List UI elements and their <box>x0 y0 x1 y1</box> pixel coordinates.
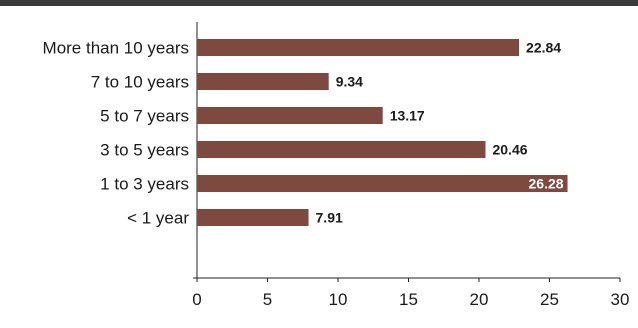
value-label: 20.46 <box>492 142 527 158</box>
x-tick-label: 25 <box>540 290 559 309</box>
x-tick-label: 30 <box>611 290 630 309</box>
category-label: < 1 year <box>127 209 189 228</box>
bar <box>197 141 486 158</box>
x-tick-label: 10 <box>329 290 348 309</box>
value-label: 26.28 <box>529 176 564 192</box>
bar <box>197 39 520 56</box>
top-rule <box>0 0 638 6</box>
x-tick-label: 0 <box>192 290 201 309</box>
category-label: 1 to 3 years <box>100 175 189 194</box>
category-label: 3 to 5 years <box>100 141 189 160</box>
value-label: 9.34 <box>336 74 363 90</box>
x-tick-label: 15 <box>399 290 418 309</box>
category-label: 7 to 10 years <box>91 73 189 92</box>
category-label: 5 to 7 years <box>100 107 189 126</box>
x-tick-label: 5 <box>263 290 272 309</box>
bar <box>197 107 383 124</box>
x-tick-label: 20 <box>470 290 489 309</box>
bar <box>197 73 329 90</box>
value-label: 13.17 <box>390 108 425 124</box>
bar <box>197 209 309 226</box>
category-label: More than 10 years <box>43 39 189 58</box>
bar <box>197 175 568 192</box>
value-label: 22.84 <box>526 40 561 56</box>
value-label: 7.91 <box>316 210 343 226</box>
